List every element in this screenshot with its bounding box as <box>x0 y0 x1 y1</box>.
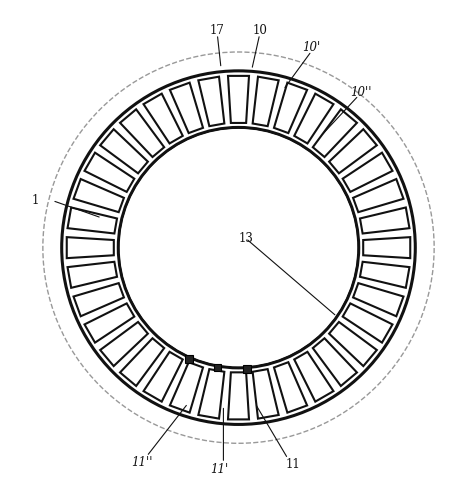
Polygon shape <box>73 283 124 316</box>
Polygon shape <box>67 237 114 258</box>
Polygon shape <box>120 110 164 157</box>
Polygon shape <box>143 94 182 144</box>
Polygon shape <box>328 129 376 174</box>
Circle shape <box>120 130 356 366</box>
Polygon shape <box>312 338 356 386</box>
Polygon shape <box>84 152 134 192</box>
Polygon shape <box>198 76 224 126</box>
Polygon shape <box>169 362 203 412</box>
Polygon shape <box>328 322 376 366</box>
Polygon shape <box>198 369 224 418</box>
Text: 10': 10' <box>302 41 320 54</box>
Polygon shape <box>359 208 408 234</box>
Text: 13: 13 <box>238 232 252 244</box>
Text: 11: 11 <box>285 458 299 471</box>
Bar <box>213 364 221 371</box>
Polygon shape <box>68 262 117 288</box>
Polygon shape <box>120 338 164 386</box>
Polygon shape <box>252 369 278 418</box>
Text: 10: 10 <box>252 24 267 38</box>
Polygon shape <box>84 304 134 343</box>
Polygon shape <box>143 352 182 402</box>
Polygon shape <box>68 208 117 234</box>
Polygon shape <box>352 283 403 316</box>
Text: 11': 11' <box>210 462 228 475</box>
Polygon shape <box>273 82 307 133</box>
Polygon shape <box>228 372 248 420</box>
Polygon shape <box>294 94 333 144</box>
Polygon shape <box>342 152 392 192</box>
Bar <box>243 365 250 373</box>
Circle shape <box>118 128 358 368</box>
Circle shape <box>118 128 358 368</box>
Polygon shape <box>100 129 148 174</box>
Polygon shape <box>273 362 307 412</box>
Polygon shape <box>169 82 203 133</box>
Text: 10'': 10'' <box>349 86 371 98</box>
Text: 17: 17 <box>209 24 224 38</box>
Polygon shape <box>312 110 356 157</box>
Polygon shape <box>73 179 124 212</box>
Polygon shape <box>228 76 248 123</box>
Polygon shape <box>252 76 278 126</box>
Text: 1: 1 <box>32 194 40 207</box>
Polygon shape <box>352 179 403 212</box>
Text: 11'': 11'' <box>131 456 152 468</box>
Polygon shape <box>362 237 409 258</box>
Bar <box>185 355 192 362</box>
Polygon shape <box>100 322 148 366</box>
Polygon shape <box>342 304 392 343</box>
Circle shape <box>61 71 415 424</box>
Polygon shape <box>359 262 408 288</box>
Polygon shape <box>294 352 333 402</box>
